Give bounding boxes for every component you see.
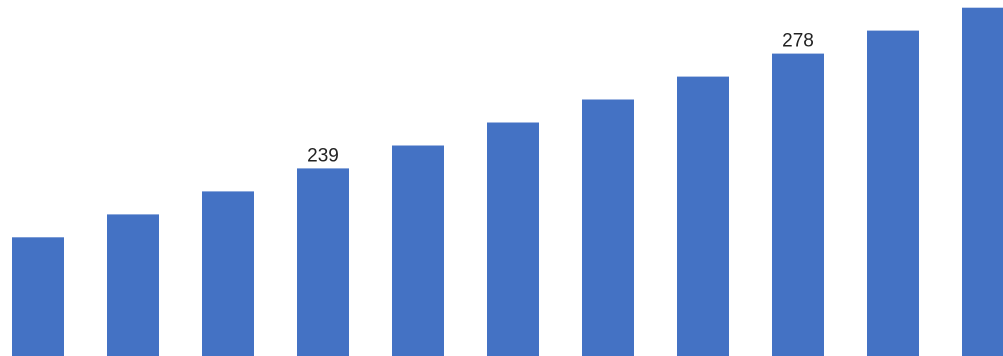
bar-1 [12, 237, 64, 356]
bar-10 [867, 30, 919, 356]
data-labels-group: 239 278 [307, 31, 814, 167]
bars-group [12, 7, 1003, 356]
bar-11 [962, 7, 1003, 356]
bar-5 [392, 145, 444, 356]
data-label-9: 278 [782, 31, 814, 52]
data-label-4: 239 [307, 145, 339, 166]
bar-2 [107, 214, 159, 356]
bar-9 [772, 53, 824, 356]
bar-3 [202, 191, 254, 356]
bar-6 [487, 122, 539, 356]
bar-7 [582, 99, 634, 356]
bar-8 [677, 76, 729, 356]
bar-4 [297, 168, 349, 356]
